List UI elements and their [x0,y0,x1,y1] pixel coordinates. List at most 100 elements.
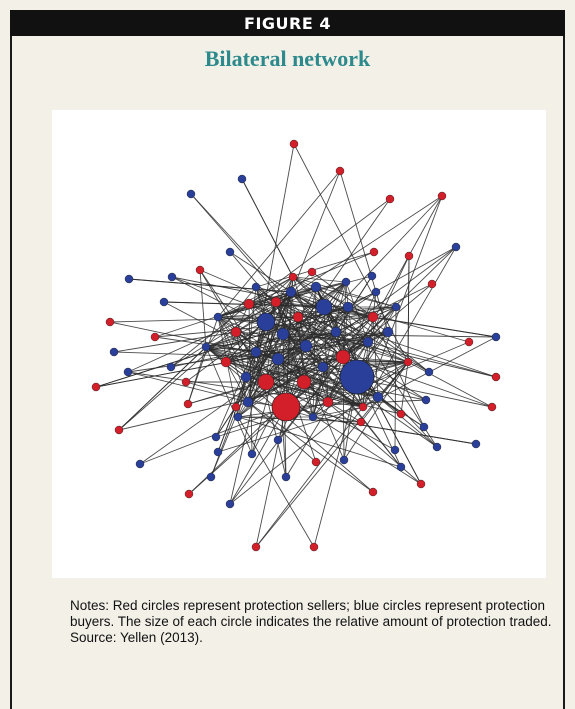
buyer-node [271,352,285,366]
network-edge [225,361,364,408]
seller-node [403,357,413,367]
network-edge [170,291,292,368]
network-edge [217,316,249,403]
buyer-node [419,422,429,432]
seller-node [335,349,351,365]
network-edge [205,286,257,348]
buyer-node [391,302,401,312]
buyer-node [225,499,235,509]
seller-node [356,417,366,427]
network-edge [199,269,207,348]
seller-node [335,166,345,176]
seller-node [183,399,193,409]
buyer-node [273,435,283,445]
figure-frame [10,10,565,709]
seller-node [230,326,242,338]
buyer-node [186,189,196,199]
buyer-node [451,242,461,252]
network-edge [293,143,409,363]
seller-node [91,382,101,392]
seller-node [396,409,406,419]
seller-node [251,542,261,552]
buyer-node [225,247,235,257]
seller-node [307,267,317,277]
buyer-node [213,312,223,322]
seller-node [105,317,115,327]
network-edge [205,316,299,348]
network-edge [248,303,337,333]
network-edge [315,286,369,343]
network-edge [217,286,317,318]
seller-node [150,332,160,342]
seller-node [358,402,368,412]
buyer-node [233,412,243,422]
seller-node [369,247,379,257]
buyer-node [281,472,291,482]
network-edge [360,361,409,423]
network-edge [255,361,409,548]
network-edge [237,416,402,468]
network-edge [292,276,347,283]
seller-node [257,373,275,391]
seller-node [367,311,379,323]
network-edge [345,281,369,343]
network-edge [205,346,257,353]
network-edge [237,291,292,418]
seller-node [231,402,241,412]
network-edge [247,276,294,403]
buyer-node [247,449,257,459]
network-edge [217,306,397,318]
buyer-node [237,174,247,184]
notes-text: Notes: Red circles represent protection … [70,598,552,629]
network-edge [245,286,257,378]
network-edge [237,416,362,423]
figure-notes: Notes: Red circles represent protection … [70,598,560,646]
buyer-node [421,395,431,405]
network-edge [377,396,438,448]
network-edge [312,281,347,418]
network-edge [285,306,349,408]
buyer-node [109,347,119,357]
network-edge [118,346,207,431]
seller-node [385,194,395,204]
network-edge [372,316,379,398]
network-edge [343,361,409,461]
seller-node [288,272,298,282]
network-edge [339,170,389,333]
buyer-node [341,277,351,287]
buyer-node [491,332,501,342]
buyer-node [211,432,221,442]
network-edge [170,303,250,368]
buyer-node [308,412,318,422]
network-edge [190,193,299,318]
figure-label: FIGURE 4 [10,10,565,36]
network-edge [235,195,443,333]
buyer-node [276,327,290,341]
network-edge [205,346,364,408]
network-panel [52,110,546,578]
network-edge [217,301,277,318]
seller-node [404,251,414,261]
buyer-node [330,326,342,338]
network-edge [217,170,341,318]
buyer-node [123,367,133,377]
network-edge [205,346,253,455]
seller-node [311,457,321,467]
buyer-node [299,339,313,353]
network-edge [275,281,347,303]
network-edge [237,316,374,418]
network-edge [247,351,257,403]
buyer-node [339,359,375,395]
network-edge [237,358,279,418]
buyer-node [382,326,394,338]
network-edge [247,291,292,403]
network-edge [407,255,410,363]
buyer-node [362,336,374,348]
network-edge [342,306,349,358]
network-edge [255,406,364,548]
seller-node [296,374,312,390]
network-edge [275,286,317,303]
seller-node [416,479,426,489]
network-edge [225,361,427,401]
network-edge [312,406,364,418]
